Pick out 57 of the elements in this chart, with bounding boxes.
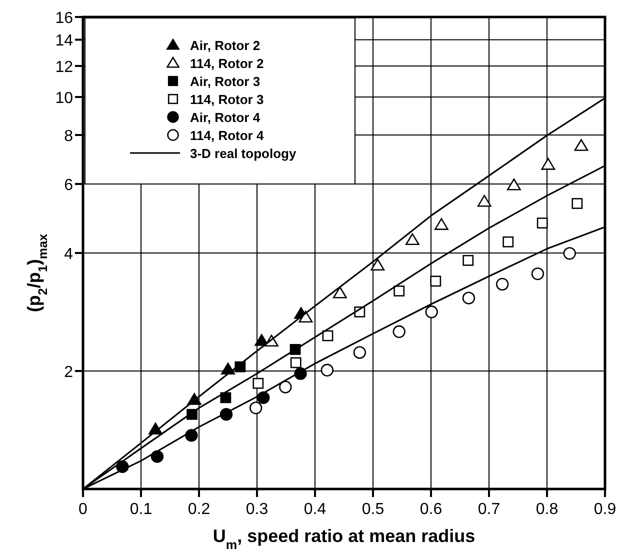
point xyxy=(572,198,583,209)
x-tick-label: 0.9 xyxy=(594,501,616,518)
point xyxy=(477,194,492,207)
point xyxy=(536,218,548,228)
point xyxy=(502,236,514,248)
legend-label: 114, Rotor 3 xyxy=(190,92,264,107)
point xyxy=(563,247,576,260)
point xyxy=(150,450,164,463)
point xyxy=(394,286,405,296)
legend-label: Air, Rotor 3 xyxy=(190,74,260,89)
legend-label: Air, Rotor 2 xyxy=(190,38,260,53)
x-tick-label: 0.1 xyxy=(130,501,152,518)
x-tick-label: 0.2 xyxy=(188,501,210,518)
x-tick-label: 0.7 xyxy=(478,501,500,518)
point xyxy=(496,278,509,291)
point xyxy=(320,364,334,376)
point xyxy=(430,276,442,287)
point xyxy=(574,139,588,151)
x-tick-label: 0.4 xyxy=(304,501,326,518)
y-tick-label: 2 xyxy=(64,364,74,381)
point xyxy=(221,362,235,374)
point xyxy=(353,346,366,359)
point xyxy=(506,178,521,190)
point xyxy=(332,286,347,298)
y-tick-label: 16 xyxy=(55,10,74,27)
point xyxy=(531,267,544,280)
point xyxy=(434,218,448,230)
x-axis-title: U$_{m}$, speed ratio at mean radius xyxy=(212,526,476,552)
point xyxy=(249,402,262,414)
legend-label: 114, Rotor 2 xyxy=(190,56,264,71)
point xyxy=(405,233,420,246)
y-tick-label: 8 xyxy=(64,128,74,145)
point xyxy=(370,258,385,271)
point xyxy=(425,306,438,318)
point xyxy=(252,378,264,389)
point xyxy=(392,325,406,338)
x-tick-label: 0 xyxy=(78,501,88,518)
x-tick-label: 0.6 xyxy=(420,501,442,518)
y-tick-label: 6 xyxy=(64,176,74,194)
legend-label: 3-D real topology xyxy=(190,146,297,161)
point xyxy=(279,380,292,394)
point xyxy=(290,357,302,368)
x-tick-label: 0.8 xyxy=(536,501,558,518)
legend-label: Air, Rotor 4 xyxy=(190,110,261,125)
x-tick-label: 0.3 xyxy=(246,501,268,518)
point xyxy=(462,292,476,304)
point xyxy=(298,310,313,323)
y-tick-label: 12 xyxy=(55,58,74,76)
y-tick-label: 4 xyxy=(64,246,74,263)
legend-label: 114, Rotor 4 xyxy=(190,128,264,143)
point xyxy=(220,392,232,404)
y-tick-label: 10 xyxy=(55,90,74,108)
point xyxy=(254,334,269,346)
point xyxy=(462,254,474,266)
y-tick-label: 14 xyxy=(55,32,74,50)
x-tick-label: 0.5 xyxy=(362,501,384,518)
point xyxy=(541,158,556,170)
